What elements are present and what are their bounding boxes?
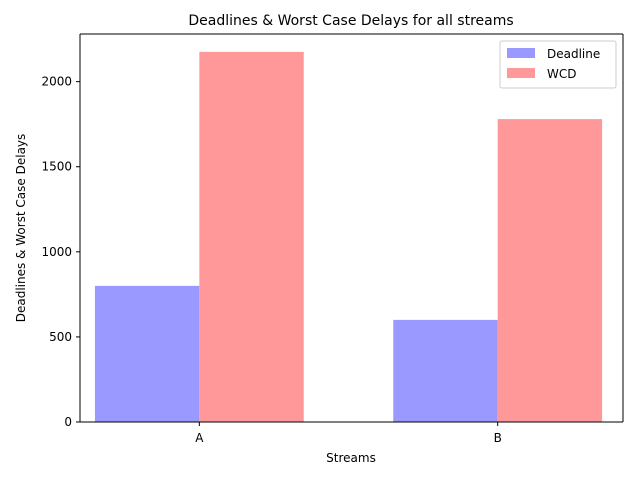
legend: Deadline WCD	[499, 40, 617, 89]
bar-deadline-b	[393, 319, 498, 422]
legend-swatch-wcd	[507, 68, 535, 78]
x-tick-label: A	[195, 431, 204, 445]
bar-wcd-b	[497, 119, 603, 422]
bars-group	[94, 51, 603, 423]
bar-wcd-a	[199, 51, 304, 423]
legend-swatch-deadline	[507, 48, 535, 58]
x-axis-label: Streams	[326, 451, 376, 465]
y-tick-label: 2000	[41, 75, 72, 89]
legend-label-deadline: Deadline	[547, 47, 600, 61]
x-tick-label: B	[494, 431, 502, 445]
axes-group	[79, 33, 624, 423]
chart-title: Deadlines & Worst Case Delays for all st…	[188, 13, 513, 29]
y-tick-label: 500	[49, 330, 72, 344]
legend-label-wcd: WCD	[547, 67, 576, 81]
y-axis-label: Deadlines & Worst Case Delays	[14, 134, 28, 323]
y-tick-label: 0	[64, 415, 72, 429]
y-tick-label: 1500	[41, 160, 72, 174]
bar-deadline-a	[94, 285, 200, 422]
y-ticks-group: 0 500 1000 1500 2000	[41, 75, 80, 429]
y-tick-label: 1000	[41, 245, 72, 259]
